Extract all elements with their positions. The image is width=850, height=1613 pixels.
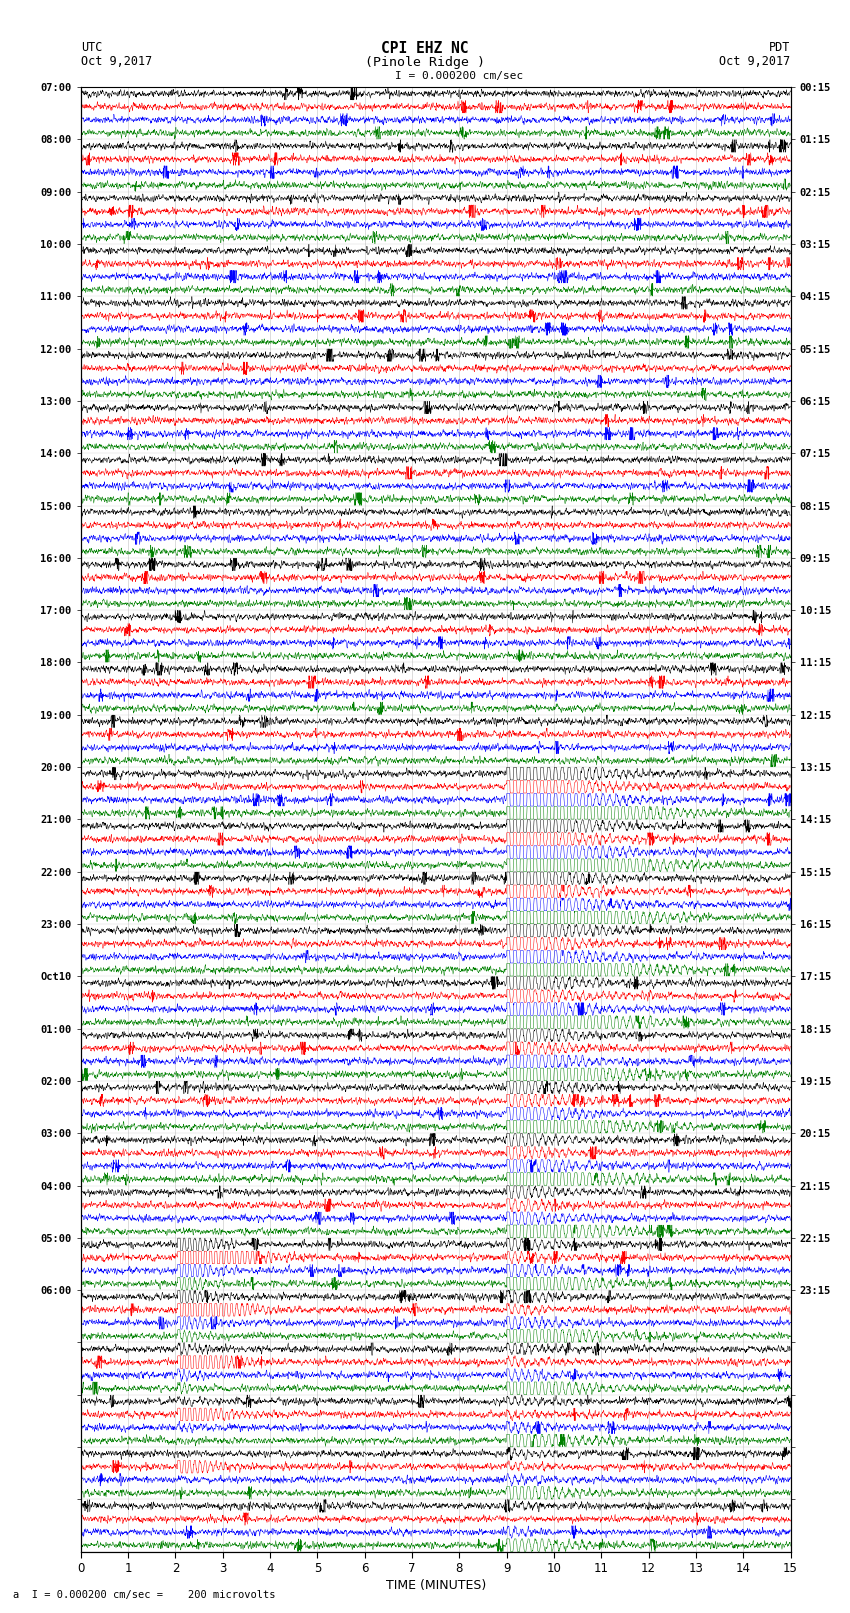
- Text: CPI EHZ NC: CPI EHZ NC: [382, 40, 468, 56]
- Text: a  I = 0.000200 cm/sec =    200 microvolts: a I = 0.000200 cm/sec = 200 microvolts: [13, 1590, 275, 1600]
- Text: PDT: PDT: [769, 40, 790, 55]
- Text: Oct 9,2017: Oct 9,2017: [719, 55, 791, 68]
- Text: (Pinole Ridge ): (Pinole Ridge ): [365, 56, 485, 69]
- Text: Oct 9,2017: Oct 9,2017: [81, 55, 152, 68]
- Text: I = 0.000200 cm/sec: I = 0.000200 cm/sec: [395, 71, 524, 81]
- X-axis label: TIME (MINUTES): TIME (MINUTES): [386, 1579, 485, 1592]
- Text: UTC: UTC: [81, 40, 102, 55]
